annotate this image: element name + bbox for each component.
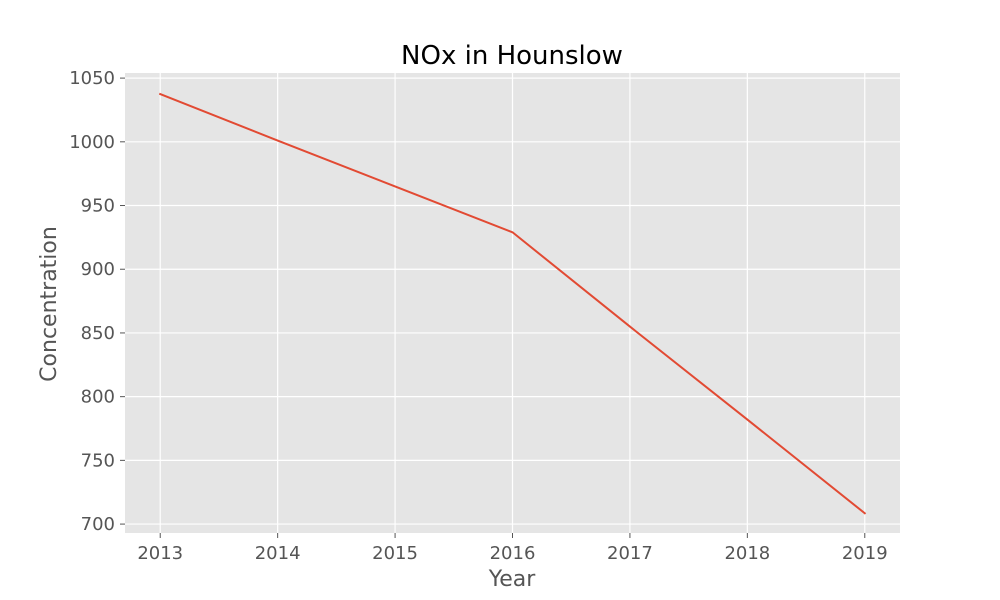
x-tick-label: 2015 [372, 543, 418, 564]
series-layer [158, 92, 867, 515]
x-tick-label: 2014 [255, 543, 301, 564]
x-tick-label: 2018 [724, 543, 770, 564]
series-line [158, 92, 867, 515]
grid [125, 73, 900, 533]
y-tick-label: 700 [81, 514, 115, 535]
y-tick-label: 800 [81, 387, 115, 408]
y-tick-label: 900 [81, 259, 115, 280]
x-tick-label: 2019 [842, 543, 888, 564]
y-tick-label: 1000 [69, 132, 115, 153]
chart-title: NOx in Hounslow [401, 41, 623, 71]
y-tick-label: 950 [81, 196, 115, 217]
x-axis-label: Year [488, 567, 537, 592]
axis-ticks: 2013 2014 2015 2016 2017 2018 2019 700 750 800 850… [69, 68, 887, 564]
x-tick-label: 2013 [137, 543, 183, 564]
x-tick-label: 2016 [490, 543, 536, 564]
y-tick-label: 850 [81, 323, 115, 344]
y-axis-label: Concentration [37, 226, 62, 382]
x-tick-label: 2017 [607, 543, 653, 564]
y-tick-label: 750 [81, 450, 115, 471]
y-tick-label: 1050 [69, 68, 115, 89]
